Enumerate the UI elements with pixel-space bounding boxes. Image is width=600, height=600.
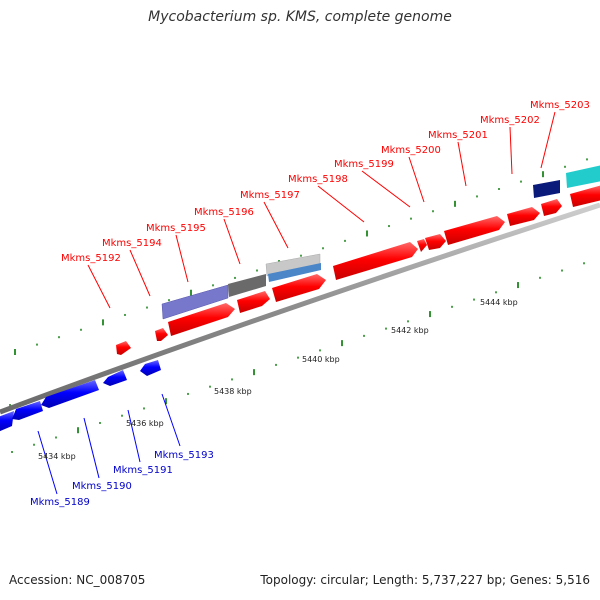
leader-line-forward: [408, 156, 425, 203]
tick-label: 5444 kbp: [480, 298, 518, 307]
feature-track: [161, 165, 600, 320]
reverse-gene-leaders: [37, 393, 181, 495]
feature-block-purple[interactable]: [161, 284, 229, 320]
genome-summary: Topology: circular; Length: 5,737,227 bp…: [260, 573, 590, 587]
gene-label-forward[interactable]: Mkms_5201: [428, 130, 488, 141]
tick-labels: 5434 kbp 5436 kbp 5438 kbp 5440 kbp 5442…: [38, 298, 518, 461]
tick-label: 5442 kbp: [391, 326, 429, 335]
leader-line-forward: [509, 126, 513, 175]
gene-block-forward[interactable]: [168, 303, 235, 336]
feature-block-navy[interactable]: [533, 180, 560, 198]
gene-block-reverse[interactable]: [0, 411, 14, 432]
forward-gene-labels: Mkms_5192 Mkms_5194 Mkms_5195 Mkms_5196 …: [61, 100, 590, 264]
gene-label-forward[interactable]: Mkms_5198: [288, 174, 348, 185]
gene-label-reverse[interactable]: Mkms_5189: [30, 497, 90, 508]
gene-block-forward[interactable]: [272, 274, 326, 302]
leader-line-reverse: [83, 417, 100, 479]
tick-label: 5438 kbp: [214, 387, 252, 396]
leader-line-forward: [129, 249, 151, 297]
genome-backbone: [0, 202, 600, 415]
tick-label: 5440 kbp: [302, 355, 340, 364]
gene-label-forward[interactable]: Mkms_5192: [61, 253, 121, 264]
leader-line-forward: [317, 185, 365, 223]
leader-line-forward: [540, 111, 556, 169]
gene-block-reverse[interactable]: [41, 380, 99, 408]
gene-label-reverse[interactable]: Mkms_5193: [154, 450, 214, 461]
tick-row-top: [14, 158, 588, 355]
leader-line-reverse: [127, 409, 141, 463]
reverse-gene-labels: Mkms_5189 Mkms_5190 Mkms_5191 Mkms_5193: [30, 450, 214, 508]
gene-block-forward[interactable]: [155, 328, 168, 341]
gene-block-forward[interactable]: [417, 239, 427, 252]
leader-line-forward: [457, 141, 467, 187]
leader-line-reverse: [161, 393, 181, 447]
gene-block-forward[interactable]: [333, 242, 418, 280]
gene-label-forward[interactable]: Mkms_5199: [334, 159, 394, 170]
feature-block-darkgray[interactable]: [228, 274, 266, 297]
gene-label-forward[interactable]: Mkms_5202: [480, 115, 540, 126]
accession-label: Accession: NC_008705: [9, 573, 146, 587]
gene-label-forward[interactable]: Mkms_5203: [530, 100, 590, 111]
gene-label-forward[interactable]: Mkms_5200: [381, 145, 441, 156]
feature-block-steelblue[interactable]: [268, 263, 321, 282]
gene-block-reverse[interactable]: [12, 401, 43, 420]
gene-label-forward[interactable]: Mkms_5196: [194, 207, 254, 218]
feature-block-cyan[interactable]: [566, 165, 600, 188]
gene-label-forward[interactable]: Mkms_5194: [102, 238, 162, 249]
gene-block-forward[interactable]: [444, 216, 505, 245]
leader-line-forward: [175, 234, 189, 283]
gene-block-forward[interactable]: [425, 234, 446, 250]
gene-block-forward[interactable]: [507, 207, 540, 226]
gene-block-reverse[interactable]: [103, 370, 127, 386]
gene-block-forward[interactable]: [570, 185, 600, 207]
map-title: Mycobacterium sp. KMS, complete genome: [148, 9, 452, 25]
forward-gene-leaders: [87, 111, 556, 309]
tick-label: 5436 kbp: [126, 419, 164, 428]
tick-row-mid: [11, 262, 585, 453]
tick-label: 5434 kbp: [38, 452, 76, 461]
gene-block-reverse[interactable]: [140, 360, 161, 376]
gene-label-reverse[interactable]: Mkms_5190: [72, 481, 132, 492]
gene-label-forward[interactable]: Mkms_5197: [240, 190, 300, 201]
leader-line-forward: [361, 170, 411, 208]
leader-line-forward: [263, 201, 289, 249]
leader-line-forward: [87, 264, 111, 309]
forward-strand-genes: [116, 185, 600, 355]
leader-line-reverse: [37, 430, 58, 495]
gene-label-reverse[interactable]: Mkms_5191: [113, 465, 173, 476]
gene-block-forward[interactable]: [541, 199, 562, 216]
gene-block-forward[interactable]: [116, 341, 131, 355]
gene-block-forward[interactable]: [237, 291, 270, 313]
gene-label-forward[interactable]: Mkms_5195: [146, 223, 206, 234]
reverse-strand-genes: [0, 360, 161, 432]
leader-line-forward: [223, 218, 241, 265]
